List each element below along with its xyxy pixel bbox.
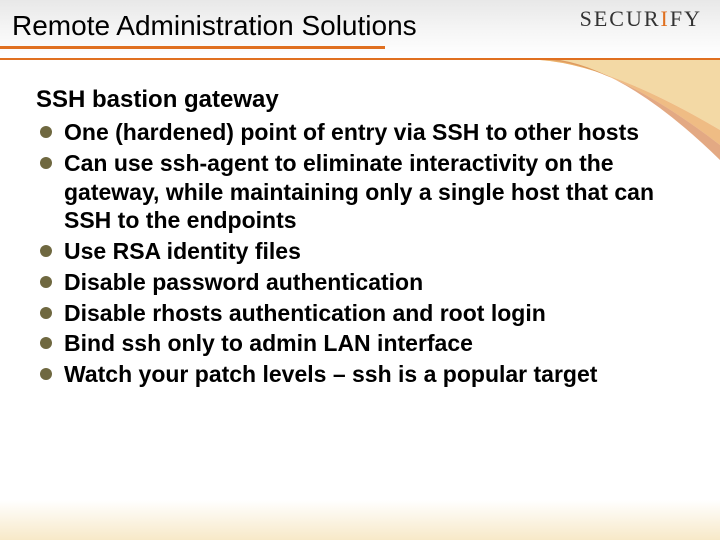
list-item: Watch your patch levels – ssh is a popul… — [36, 360, 676, 389]
bullet-list: One (hardened) point of entry via SSH to… — [36, 118, 676, 389]
slide-title: Remote Administration Solutions — [12, 10, 417, 42]
list-item: Can use ssh-agent to eliminate interacti… — [36, 149, 676, 235]
footer-gradient — [0, 500, 720, 540]
list-item: Disable rhosts authentication and root l… — [36, 299, 676, 328]
list-item: Use RSA identity files — [36, 237, 676, 266]
content-subtitle: SSH bastion gateway — [36, 86, 676, 114]
list-item: One (hardened) point of entry via SSH to… — [36, 118, 676, 147]
slide: Remote Administration Solutions SECURIFY… — [0, 0, 720, 540]
logo-text-accent: I — [661, 6, 670, 31]
brand-logo: SECURIFY — [580, 6, 702, 32]
list-item: Bind ssh only to admin LAN interface — [36, 329, 676, 358]
list-item: Disable password authentication — [36, 268, 676, 297]
logo-text-part1: SECUR — [580, 6, 661, 31]
logo-text-part2: FY — [670, 6, 702, 31]
divider-rule — [0, 58, 720, 60]
title-underline — [0, 46, 385, 49]
content-area: SSH bastion gateway One (hardened) point… — [36, 86, 676, 391]
